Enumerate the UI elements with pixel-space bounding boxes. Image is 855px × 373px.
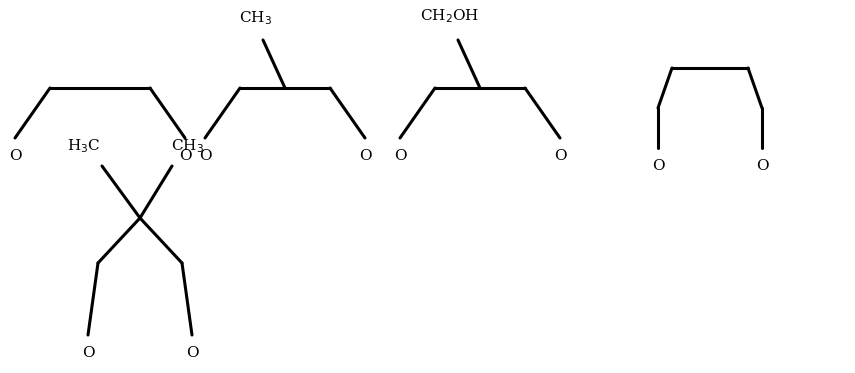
Text: O: O <box>652 159 664 173</box>
Text: H$_3$C: H$_3$C <box>68 137 101 155</box>
Text: O: O <box>82 346 94 360</box>
Text: O: O <box>179 149 192 163</box>
Text: O: O <box>359 149 371 163</box>
Text: O: O <box>554 149 566 163</box>
Text: O: O <box>393 149 406 163</box>
Text: O: O <box>186 346 198 360</box>
Text: CH$_2$OH: CH$_2$OH <box>421 7 480 25</box>
Text: CH$_3$: CH$_3$ <box>239 9 272 27</box>
Text: O: O <box>198 149 211 163</box>
Text: O: O <box>756 159 769 173</box>
Text: CH$_3$: CH$_3$ <box>170 137 203 155</box>
Text: O: O <box>9 149 21 163</box>
